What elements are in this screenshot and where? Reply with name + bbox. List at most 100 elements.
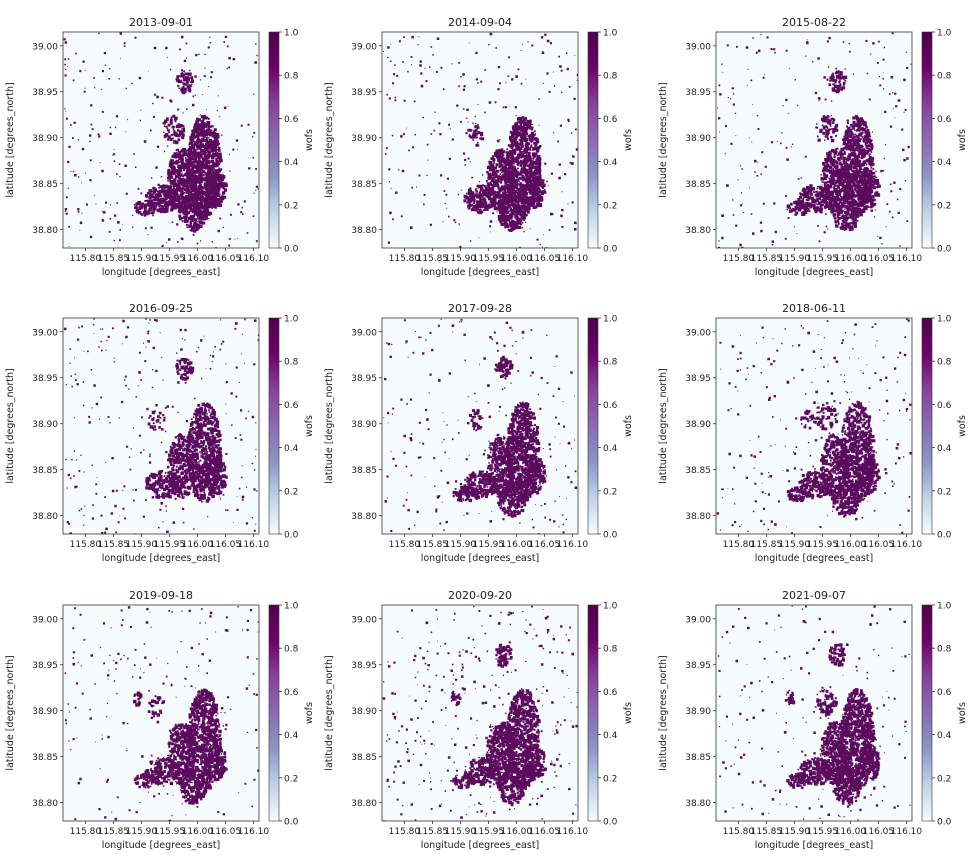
axes-frame xyxy=(381,31,579,249)
colorbar-tick-label: 0.8 xyxy=(937,358,952,368)
colorbar-tick-label: 0.4 xyxy=(937,158,952,168)
x-tick-label: 115.80 xyxy=(389,540,421,550)
y-tick-label: 38.90 xyxy=(32,420,58,430)
water-mask xyxy=(383,32,578,248)
colorbar-tick-label: 0.0 xyxy=(937,818,952,828)
map-panel: 2016-09-25 115.80115.85115.90115.95116.00… xyxy=(5,302,315,564)
y-tick-label: 38.90 xyxy=(685,707,711,717)
x-tick-label: 116.00 xyxy=(182,254,214,264)
x-tick-label: 115.80 xyxy=(70,254,102,264)
water-mask xyxy=(717,32,912,248)
y-tick-label: 38.85 xyxy=(685,466,711,476)
x-tick-label: 115.80 xyxy=(70,827,102,837)
x-tick-label: 115.95 xyxy=(154,540,186,550)
x-tick-label: 116.10 xyxy=(238,540,270,550)
colorbar xyxy=(921,317,933,535)
y-axis-label: latitude [degrees_north] xyxy=(658,82,669,197)
y-tick-label: 39.00 xyxy=(32,328,58,338)
y-tick-label: 38.90 xyxy=(351,707,377,717)
map-panel: 2015-08-22 115.80115.85115.90115.95116.00… xyxy=(658,16,968,278)
axes-frame xyxy=(715,317,913,535)
y-tick-label: 39.00 xyxy=(685,42,711,52)
colorbar-tick-label: 0.6 xyxy=(603,688,618,698)
water-mask xyxy=(64,606,259,821)
map-panel: 2014-09-04 115.80115.85115.90115.95116.00… xyxy=(324,16,634,278)
y-tick-label: 38.90 xyxy=(351,420,377,430)
y-tick-label: 38.80 xyxy=(351,226,377,236)
panel-title: 2016-09-25 xyxy=(129,302,193,315)
colorbar-tick-label: 0.8 xyxy=(284,358,299,368)
x-tick-label: 115.85 xyxy=(417,254,449,264)
colorbar-tick-label: 0.8 xyxy=(937,645,952,655)
colorbar-tick-label: 0.4 xyxy=(284,158,299,168)
colorbar-tick-label: 0.6 xyxy=(603,401,618,411)
x-tick-label: 115.95 xyxy=(154,254,186,264)
axes-frame xyxy=(381,604,579,822)
water-mask xyxy=(382,605,578,821)
y-tick-label: 38.90 xyxy=(32,707,58,717)
colorbar-label: wofs xyxy=(957,415,968,437)
x-tick-label: 116.00 xyxy=(835,540,867,550)
colorbar-label: wofs xyxy=(623,415,634,437)
plot-area xyxy=(716,32,912,248)
y-axis-label: latitude [degrees_north] xyxy=(5,368,16,483)
water-pixels xyxy=(717,605,912,821)
colorbar-tick-label: 1.0 xyxy=(284,315,299,325)
map-panel: 2020-09-20 115.80115.85115.90115.95116.00… xyxy=(324,589,634,851)
x-tick-label: 116.05 xyxy=(863,827,895,837)
colorbar-tick-label: 0.4 xyxy=(284,731,299,741)
y-tick-label: 38.80 xyxy=(32,512,58,522)
y-tick-label: 38.80 xyxy=(685,226,711,236)
x-tick-label: 115.95 xyxy=(473,540,505,550)
colorbar-tick-label: 0.0 xyxy=(284,245,299,255)
y-tick-label: 38.80 xyxy=(351,799,377,809)
y-axis-label: latitude [degrees_north] xyxy=(324,655,335,770)
x-tick-label: 115.90 xyxy=(126,540,158,550)
water-mask xyxy=(63,32,259,248)
water-mask xyxy=(717,605,912,821)
plot-area xyxy=(63,32,259,248)
colorbar-tick-label: 0.6 xyxy=(937,115,952,125)
x-axis-label: longitude [degrees_east] xyxy=(421,553,540,564)
colorbar-tick-label: 0.8 xyxy=(284,72,299,82)
x-tick-label: 116.05 xyxy=(210,827,242,837)
colorbar xyxy=(921,31,933,249)
colorbar-tick-label: 0.4 xyxy=(603,444,618,454)
x-tick-label: 115.85 xyxy=(417,540,449,550)
x-tick-label: 116.10 xyxy=(238,827,270,837)
x-tick-label: 116.10 xyxy=(557,254,589,264)
colorbar-tick-label: 0.4 xyxy=(937,731,952,741)
x-axis-label: longitude [degrees_east] xyxy=(102,840,221,851)
y-tick-label: 39.00 xyxy=(351,615,377,625)
y-tick-label: 38.80 xyxy=(32,799,58,809)
colorbar-tick-label: 0.0 xyxy=(603,531,618,541)
colorbar-tick-label: 0.2 xyxy=(603,201,617,211)
x-tick-label: 115.95 xyxy=(473,254,505,264)
colorbar-tick-label: 0.8 xyxy=(603,72,618,82)
x-tick-label: 116.05 xyxy=(529,540,561,550)
colorbar-tick-label: 1.0 xyxy=(937,29,952,39)
x-axis-label: longitude [degrees_east] xyxy=(102,267,221,278)
colorbar-tick-label: 0.8 xyxy=(603,358,618,368)
y-tick-label: 38.95 xyxy=(685,88,711,98)
colorbar-tick-label: 0.6 xyxy=(284,688,299,698)
water-pixels xyxy=(63,318,259,534)
x-tick-label: 115.90 xyxy=(126,827,158,837)
x-tick-label: 116.05 xyxy=(863,540,895,550)
y-tick-label: 38.95 xyxy=(351,88,377,98)
map-panel: 2021-09-07 115.80115.85115.90115.95116.00… xyxy=(658,589,968,851)
x-tick-label: 116.05 xyxy=(529,254,561,264)
colorbar-tick-label: 0.8 xyxy=(937,72,952,82)
y-axis-label: latitude [degrees_north] xyxy=(324,82,335,197)
colorbar xyxy=(587,604,599,822)
x-tick-label: 115.85 xyxy=(751,254,783,264)
axes-frame xyxy=(715,604,913,822)
y-axis-label: latitude [degrees_north] xyxy=(5,655,16,770)
x-tick-label: 115.80 xyxy=(70,540,102,550)
x-tick-label: 116.10 xyxy=(891,827,923,837)
colorbar-tick-label: 0.2 xyxy=(937,201,951,211)
x-tick-label: 115.80 xyxy=(389,827,421,837)
colorbar-tick-label: 0.6 xyxy=(937,688,952,698)
y-tick-label: 38.95 xyxy=(32,88,58,98)
water-mask xyxy=(383,318,578,534)
